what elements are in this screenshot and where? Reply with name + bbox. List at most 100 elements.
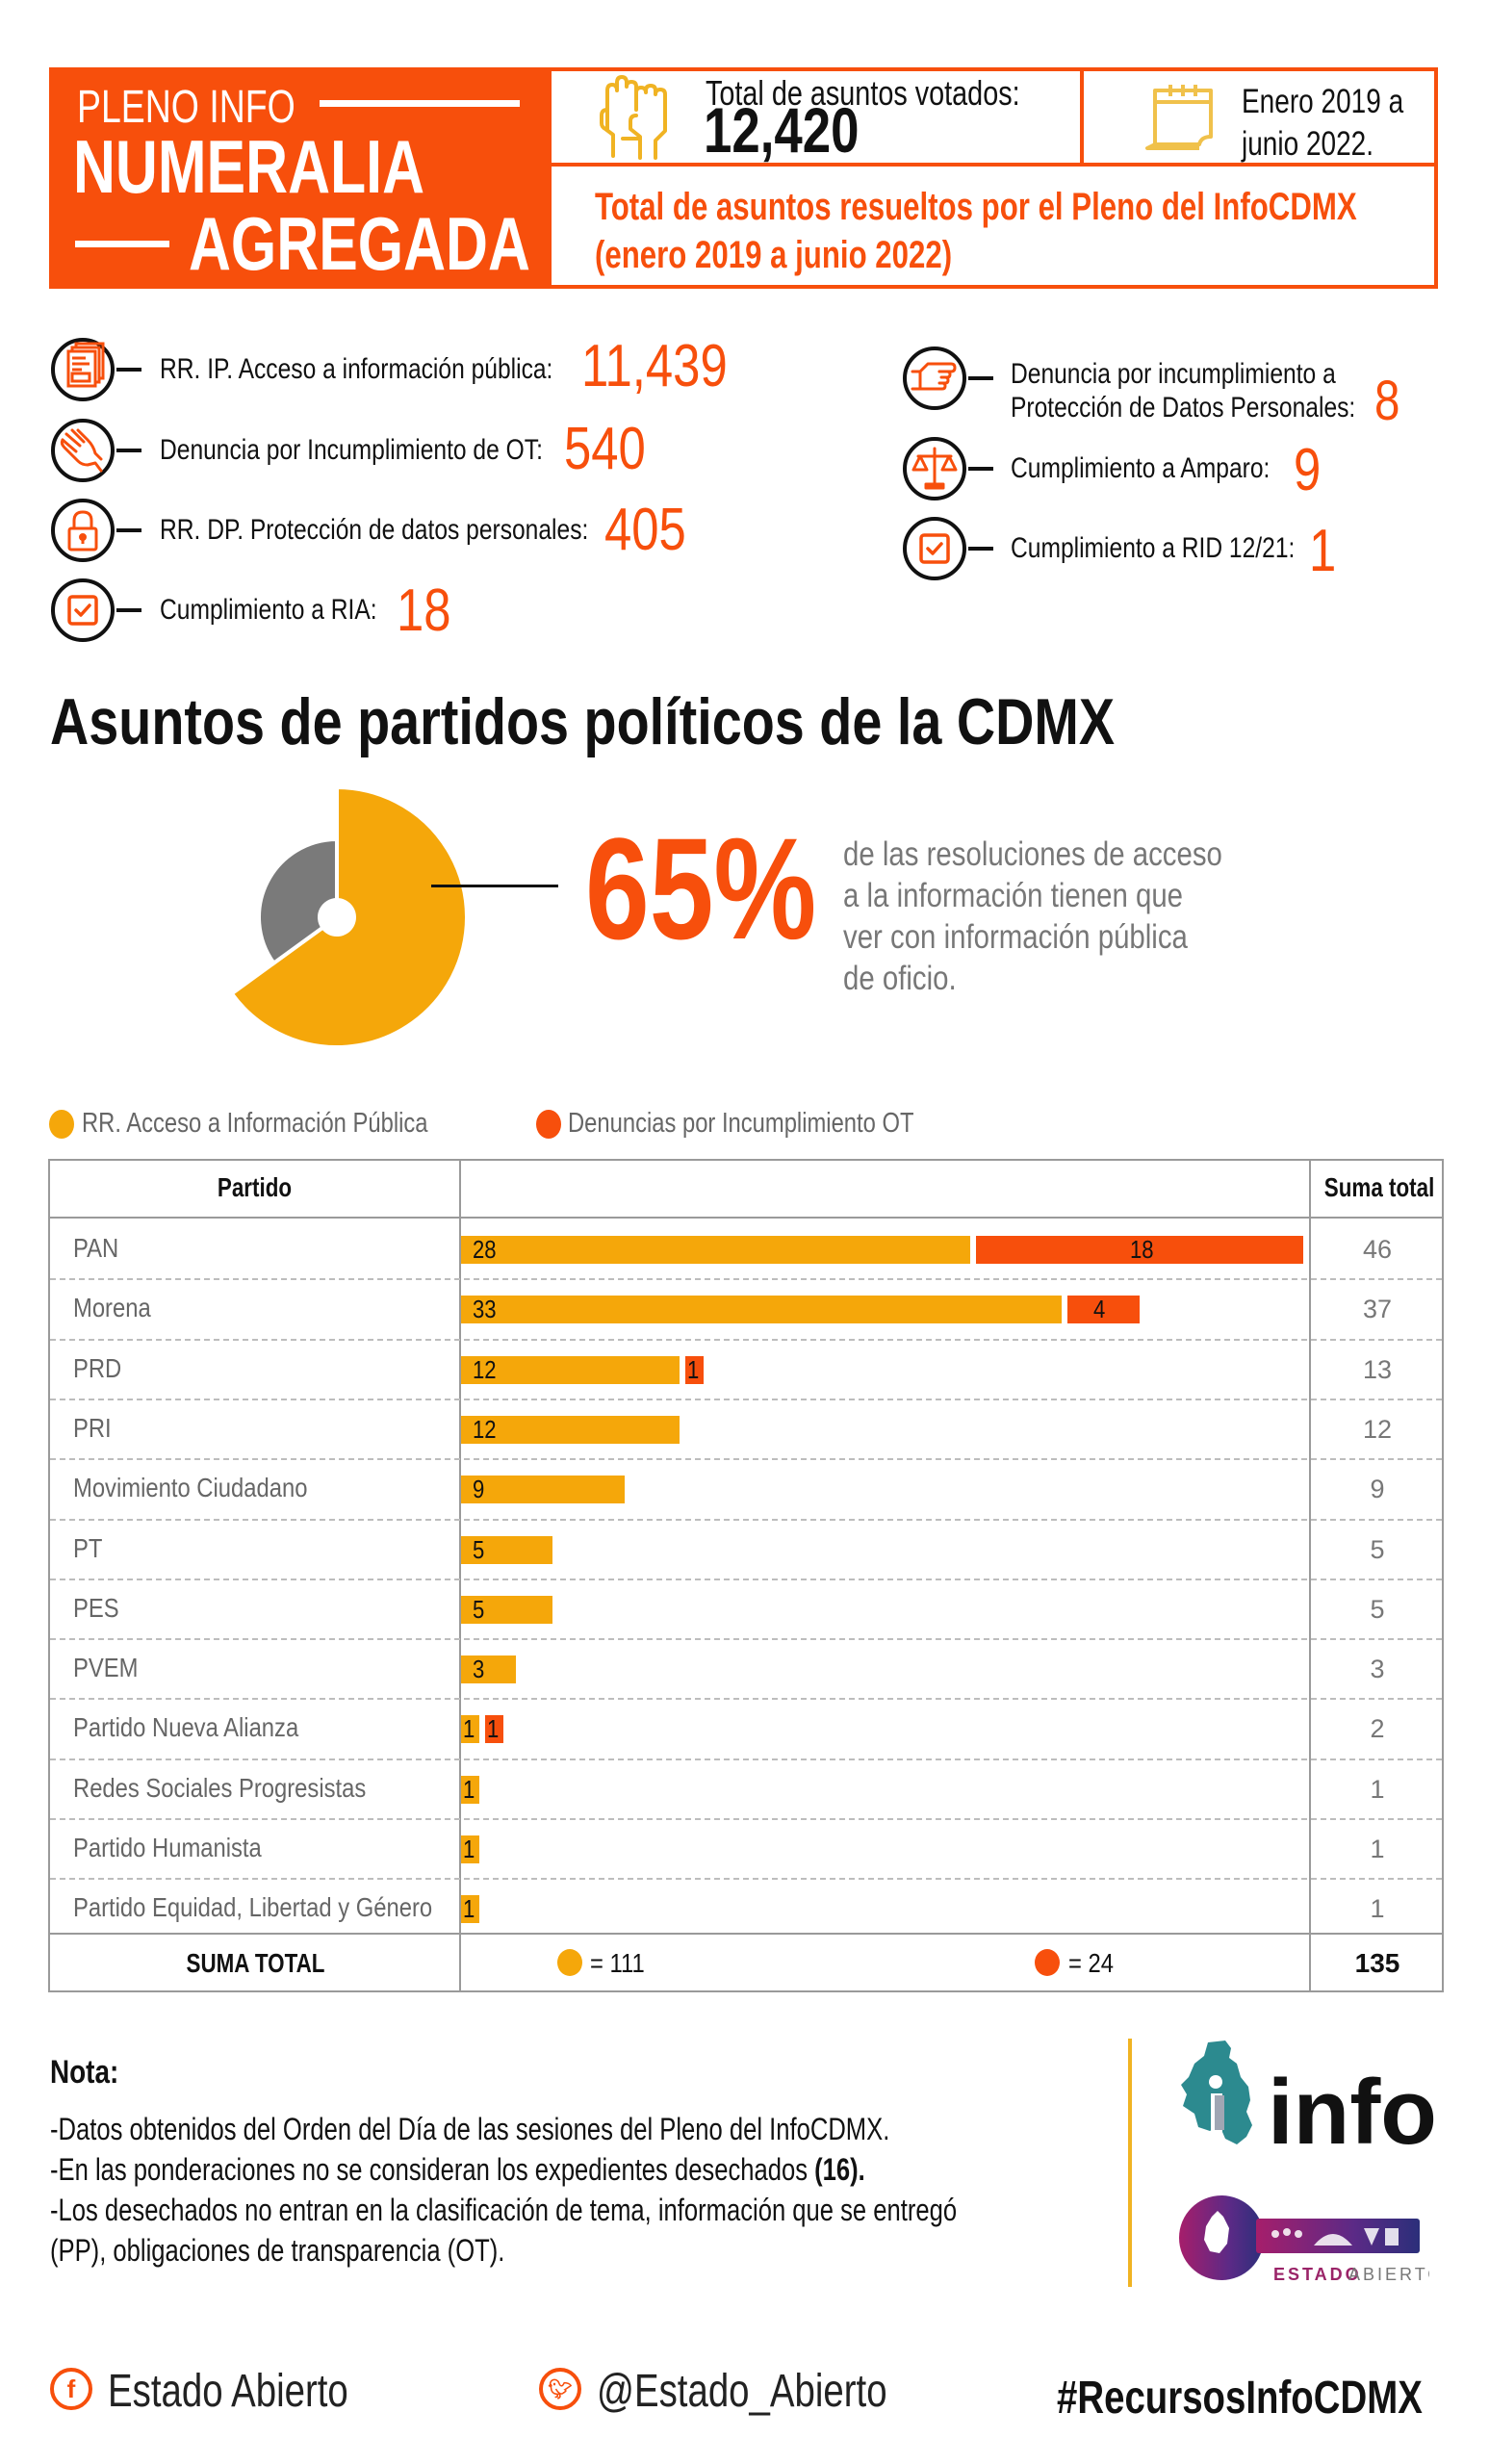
header-title-line2: AGREGADA: [189, 201, 530, 286]
table-header-divider: [48, 1217, 1444, 1219]
bar-value-label: 12: [473, 1354, 497, 1384]
stat-connector: [116, 608, 141, 612]
legend-label-acceso: RR. Acceso a Información Pública: [82, 1108, 428, 1139]
header-kicker: PLENO INFO: [77, 82, 295, 133]
stat-label-line1: Denuncia por incumplimiento a: [1011, 358, 1336, 390]
highlight-description: de las resoluciones de acceso a la infor…: [843, 834, 1222, 999]
facebook-handle[interactable]: Estado Abierto: [108, 2366, 348, 2417]
twitter-icon[interactable]: 🐦︎: [539, 2368, 581, 2410]
row-total: 13: [1362, 1354, 1393, 1384]
notes-divider: [1128, 2039, 1132, 2287]
party-name: Movimiento Ciudadano: [73, 1473, 308, 1503]
stat-label-denuncia-pdp: Denuncia por incumplimiento a Protección…: [1011, 358, 1355, 424]
parties-table: [48, 1159, 1444, 1992]
bar-value-label: 3: [473, 1655, 485, 1684]
summary-acceso-total: = 111: [590, 1948, 645, 1978]
party-name: PRD: [73, 1352, 122, 1383]
ea-wordmark-estado: ESTADO: [1273, 2265, 1362, 2284]
bar-value-label: 1: [686, 1354, 700, 1384]
bar-value-label: 1: [463, 1714, 475, 1744]
stat-value-rid: 1: [1309, 518, 1337, 584]
row-total: 1: [1370, 1774, 1385, 1804]
highlight-description-line: de oficio.: [843, 960, 957, 998]
stat-label-rid: Cumplimiento a RID 12/21:: [1011, 532, 1296, 564]
ea-wordmark-abierto: ABIERTO: [1348, 2265, 1429, 2284]
bar-value-label: 28: [473, 1235, 497, 1264]
summary-denuncias-total: = 24: [1068, 1948, 1114, 1978]
note-desechados-count: (16).: [814, 2152, 865, 2187]
row-total: 5: [1370, 1534, 1385, 1564]
table-header-party: Partido: [217, 1172, 293, 1202]
legend-label-denuncias: Denuncias por Incumplimiento OT: [568, 1108, 914, 1139]
note-line: -Los desechados no entran en la clasific…: [50, 2193, 958, 2227]
stat-connector: [116, 368, 141, 372]
header-box-divider: [548, 163, 1438, 167]
period-line1: Enero 2019 a: [1242, 83, 1404, 120]
table-row-divider: [50, 1578, 1442, 1580]
info-logo: info: [1181, 2040, 1437, 2161]
highlight-description-line: de las resoluciones de acceso: [843, 835, 1222, 873]
table-row-divider: [50, 1758, 1442, 1760]
table-column-divider: [1309, 1159, 1311, 1992]
twitter-handle[interactable]: @Estado_Abierto: [597, 2366, 887, 2417]
party-name: Morena: [73, 1293, 151, 1323]
table-column-divider: [459, 1159, 461, 1992]
calendar-icon: [1145, 85, 1213, 150]
scales-icon: [911, 447, 958, 490]
checkbox-icon: [67, 595, 98, 626]
summary-swatch-acceso: [557, 1949, 582, 1976]
pie-slice: [228, 784, 469, 1049]
table-summary-divider: [48, 1933, 1444, 1935]
bar-denuncias: 1: [484, 1714, 503, 1744]
row-total: 2: [1370, 1714, 1385, 1744]
legend-swatch-denuncias: [536, 1110, 561, 1139]
stat-icon-circle: [51, 419, 115, 482]
party-name: Partido Equidad, Libertad y Género: [73, 1892, 433, 1923]
stat-connector: [968, 547, 993, 551]
facebook-icon[interactable]: f: [50, 2368, 92, 2410]
row-total: 3: [1370, 1655, 1385, 1684]
bar-acceso: 5: [461, 1595, 552, 1624]
bar-acceso: 5: [461, 1534, 552, 1564]
row-total: 12: [1362, 1414, 1393, 1444]
checkbox-icon: [919, 533, 950, 564]
table-header-total: Suma total: [1323, 1172, 1435, 1202]
stat-value-rr-dp: 405: [604, 497, 686, 563]
bar-value-label: 1: [463, 1894, 475, 1924]
bar-acceso: 9: [461, 1476, 626, 1504]
hashtag[interactable]: #RecursosInfoCDMX: [1057, 2373, 1423, 2424]
stat-connector: [116, 528, 141, 532]
note-line-text: -En las ponderaciones no se consideran l…: [50, 2152, 815, 2187]
row-total: 46: [1362, 1235, 1393, 1264]
note-line: -Datos obtenidos del Orden del Día de la…: [50, 2112, 890, 2146]
bar-value-label: 1: [463, 1774, 475, 1804]
summary-grand-total: 135: [1354, 1948, 1400, 1978]
votes-total-value: 12,420: [704, 94, 860, 166]
party-name: PT: [73, 1532, 103, 1563]
bar-acceso: 12: [461, 1414, 680, 1444]
row-total: 1: [1370, 1894, 1385, 1924]
votes-total-label: Total de asuntos votados:: [706, 73, 1020, 113]
bar-value-label: 5: [473, 1534, 485, 1564]
table-row-divider: [50, 1458, 1442, 1461]
stat-icon-circle: [51, 499, 115, 562]
pie-leader-line: [431, 885, 558, 887]
info-wordmark: info: [1268, 2061, 1437, 2161]
party-name: PRI: [73, 1412, 112, 1443]
row-total: 1: [1370, 1835, 1385, 1863]
table-row-divider: [50, 1278, 1442, 1281]
stat-icon-circle: [903, 437, 966, 500]
pointing-hand-icon: [60, 428, 103, 473]
note-line: -En las ponderaciones no se consideran l…: [50, 2154, 865, 2185]
pointing-finger-icon: [911, 362, 957, 391]
note-line: (PP), obligaciones de transparencia (OT)…: [50, 2233, 505, 2268]
stat-icon-circle: [903, 517, 966, 580]
header-title-line1: NUMERALIA: [73, 124, 425, 209]
header-title-rule: [75, 241, 169, 247]
estado-abierto-logo: ESTADO ABIERTO: [1179, 2195, 1429, 2284]
header-info-box: [548, 67, 1438, 289]
row-total: 37: [1362, 1295, 1393, 1324]
bar-value-label: 12: [473, 1414, 497, 1444]
bar-value-label: 1: [486, 1714, 500, 1744]
summary-swatch-denuncias: [1035, 1949, 1060, 1976]
